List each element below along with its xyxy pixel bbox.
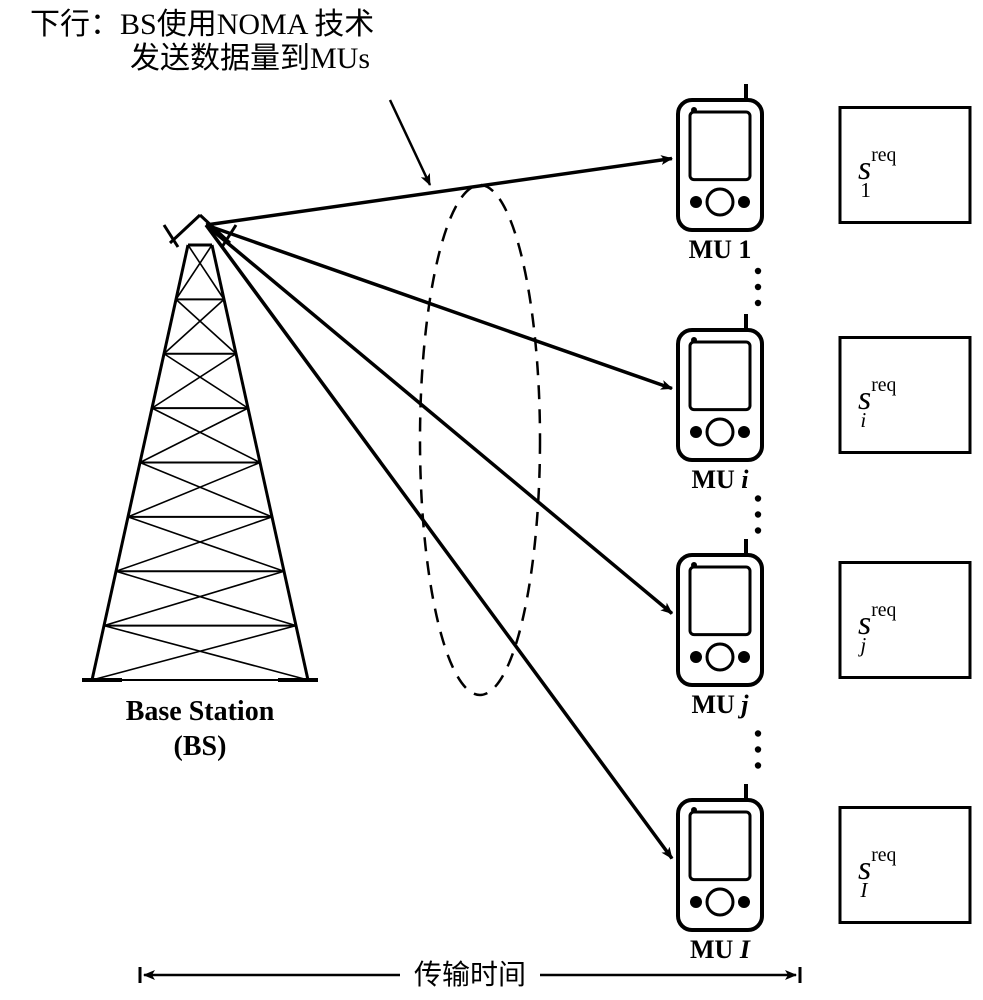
mobile-user-1	[678, 84, 762, 230]
v-dots	[755, 730, 761, 768]
mobile-user-i	[678, 314, 762, 460]
title-pointer-arrow	[390, 100, 430, 185]
mu-label-I: MU I	[690, 935, 751, 964]
beam-ellipse	[420, 185, 540, 695]
title-line1: 下行：BS使用NOMA 技术	[30, 8, 374, 41]
bs-label-1: Base Station	[126, 696, 275, 727]
mu-label-1: MU 1	[689, 235, 752, 264]
downlink-arrow-I	[206, 225, 672, 859]
downlink-arrow-j	[206, 225, 672, 614]
mu-label-j: MU j	[691, 690, 749, 719]
downlink-arrow-1	[206, 159, 672, 226]
req-box-i: sreqi	[840, 338, 970, 453]
v-dots	[755, 268, 761, 306]
req-box-I: sreqI	[840, 808, 970, 923]
mobile-user-j	[678, 539, 762, 685]
v-dots	[755, 495, 761, 533]
req-box-j: sreqj	[840, 563, 970, 678]
mobile-user-I	[678, 784, 762, 930]
req-box-1: sreq1	[840, 108, 970, 223]
mu-label-i: MU i	[691, 465, 749, 494]
footer-label: 传输时间	[414, 959, 526, 991]
base-station-tower	[82, 215, 318, 680]
bs-label-2: (BS)	[174, 731, 227, 762]
downlink-arrow-i	[206, 225, 672, 389]
title-line2: 发送数据量到MUs	[130, 42, 370, 75]
